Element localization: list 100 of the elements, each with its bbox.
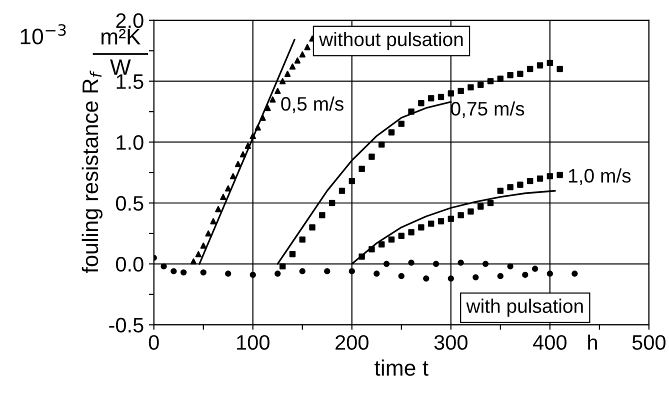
- point: [432, 260, 440, 267]
- point: [180, 269, 187, 276]
- point: [497, 272, 504, 280]
- point: [289, 63, 296, 70]
- point: [468, 208, 474, 215]
- point: [304, 44, 310, 50]
- point: [497, 188, 504, 194]
- point: [299, 51, 306, 58]
- point: [225, 185, 232, 192]
- point: [358, 166, 365, 172]
- point: [507, 184, 514, 190]
- x-tick-label: 100: [237, 335, 270, 350]
- point: [230, 173, 236, 180]
- point: [328, 200, 336, 206]
- text: h: [588, 334, 597, 350]
- point: [368, 154, 375, 160]
- point: [274, 88, 281, 94]
- point: [319, 212, 326, 218]
- point: [507, 72, 514, 78]
- annotation: without pulsation: [319, 32, 463, 50]
- y-tick-label: -0.5: [109, 318, 144, 333]
- point: [408, 260, 414, 266]
- point: [458, 212, 464, 218]
- y-tick-label: 0.5: [116, 196, 144, 211]
- point: [398, 232, 404, 239]
- point: [170, 268, 177, 274]
- point: [274, 270, 281, 277]
- point: [556, 172, 563, 178]
- point: [294, 57, 301, 64]
- point: [383, 260, 390, 267]
- point: [458, 88, 464, 94]
- point: [497, 76, 504, 82]
- x-tick-label: 500: [632, 335, 666, 350]
- point: [423, 275, 430, 282]
- x-axis-title: time t: [374, 360, 428, 376]
- point: [215, 206, 222, 212]
- y-tick-label: 2.0: [116, 13, 144, 28]
- point: [428, 95, 434, 102]
- y-tick-label: 0.0: [116, 256, 144, 272]
- y-tick-label: 1.5: [116, 74, 144, 89]
- point: [556, 66, 563, 72]
- point: [532, 266, 538, 272]
- text: m²K: [102, 28, 141, 44]
- point: [487, 78, 494, 84]
- point: [234, 160, 242, 168]
- point: [448, 275, 454, 282]
- x-tick-label: 300: [434, 335, 468, 350]
- annotation: 0,5 m/s: [281, 96, 344, 114]
- point: [205, 230, 212, 237]
- point: [418, 224, 424, 230]
- point: [438, 218, 444, 224]
- point: [279, 78, 286, 84]
- point: [458, 260, 464, 266]
- point: [250, 272, 256, 278]
- point: [284, 70, 291, 77]
- point: [160, 263, 167, 270]
- point: [324, 268, 330, 274]
- point: [546, 270, 554, 277]
- point: [472, 274, 479, 280]
- point: [388, 236, 395, 243]
- point: [527, 178, 534, 184]
- point: [517, 70, 524, 77]
- point: [572, 270, 578, 277]
- annotation: 1,0 m/s: [569, 168, 631, 185]
- point: [270, 96, 276, 103]
- point: [428, 220, 434, 227]
- point: [517, 182, 524, 188]
- point: [448, 216, 454, 222]
- point: [527, 66, 534, 72]
- point: [190, 258, 197, 265]
- point: [299, 236, 306, 243]
- point: [478, 204, 484, 210]
- point: [289, 251, 296, 258]
- y-tick-label: 1.0: [116, 135, 144, 150]
- point: [522, 272, 528, 278]
- point: [507, 263, 514, 270]
- point: [438, 94, 444, 100]
- point: [546, 173, 554, 180]
- point: [348, 178, 355, 184]
- point: [398, 272, 404, 280]
- x-tick-label: 200: [336, 335, 368, 350]
- text: 10$^{−3}$: [20, 24, 66, 44]
- point: [225, 270, 232, 277]
- point: [388, 129, 395, 136]
- point: [338, 188, 346, 194]
- point: [468, 84, 474, 90]
- point: [200, 269, 206, 276]
- point: [398, 120, 404, 127]
- point: [418, 100, 424, 106]
- point: [478, 82, 484, 88]
- point: [378, 141, 385, 148]
- point: [408, 229, 414, 236]
- text: W: [110, 59, 131, 75]
- point: [448, 90, 454, 96]
- point: [348, 268, 355, 274]
- point: [546, 60, 554, 66]
- point: [374, 270, 380, 277]
- x-tick-label: 0: [148, 335, 159, 350]
- point: [536, 62, 544, 68]
- point: [299, 268, 306, 274]
